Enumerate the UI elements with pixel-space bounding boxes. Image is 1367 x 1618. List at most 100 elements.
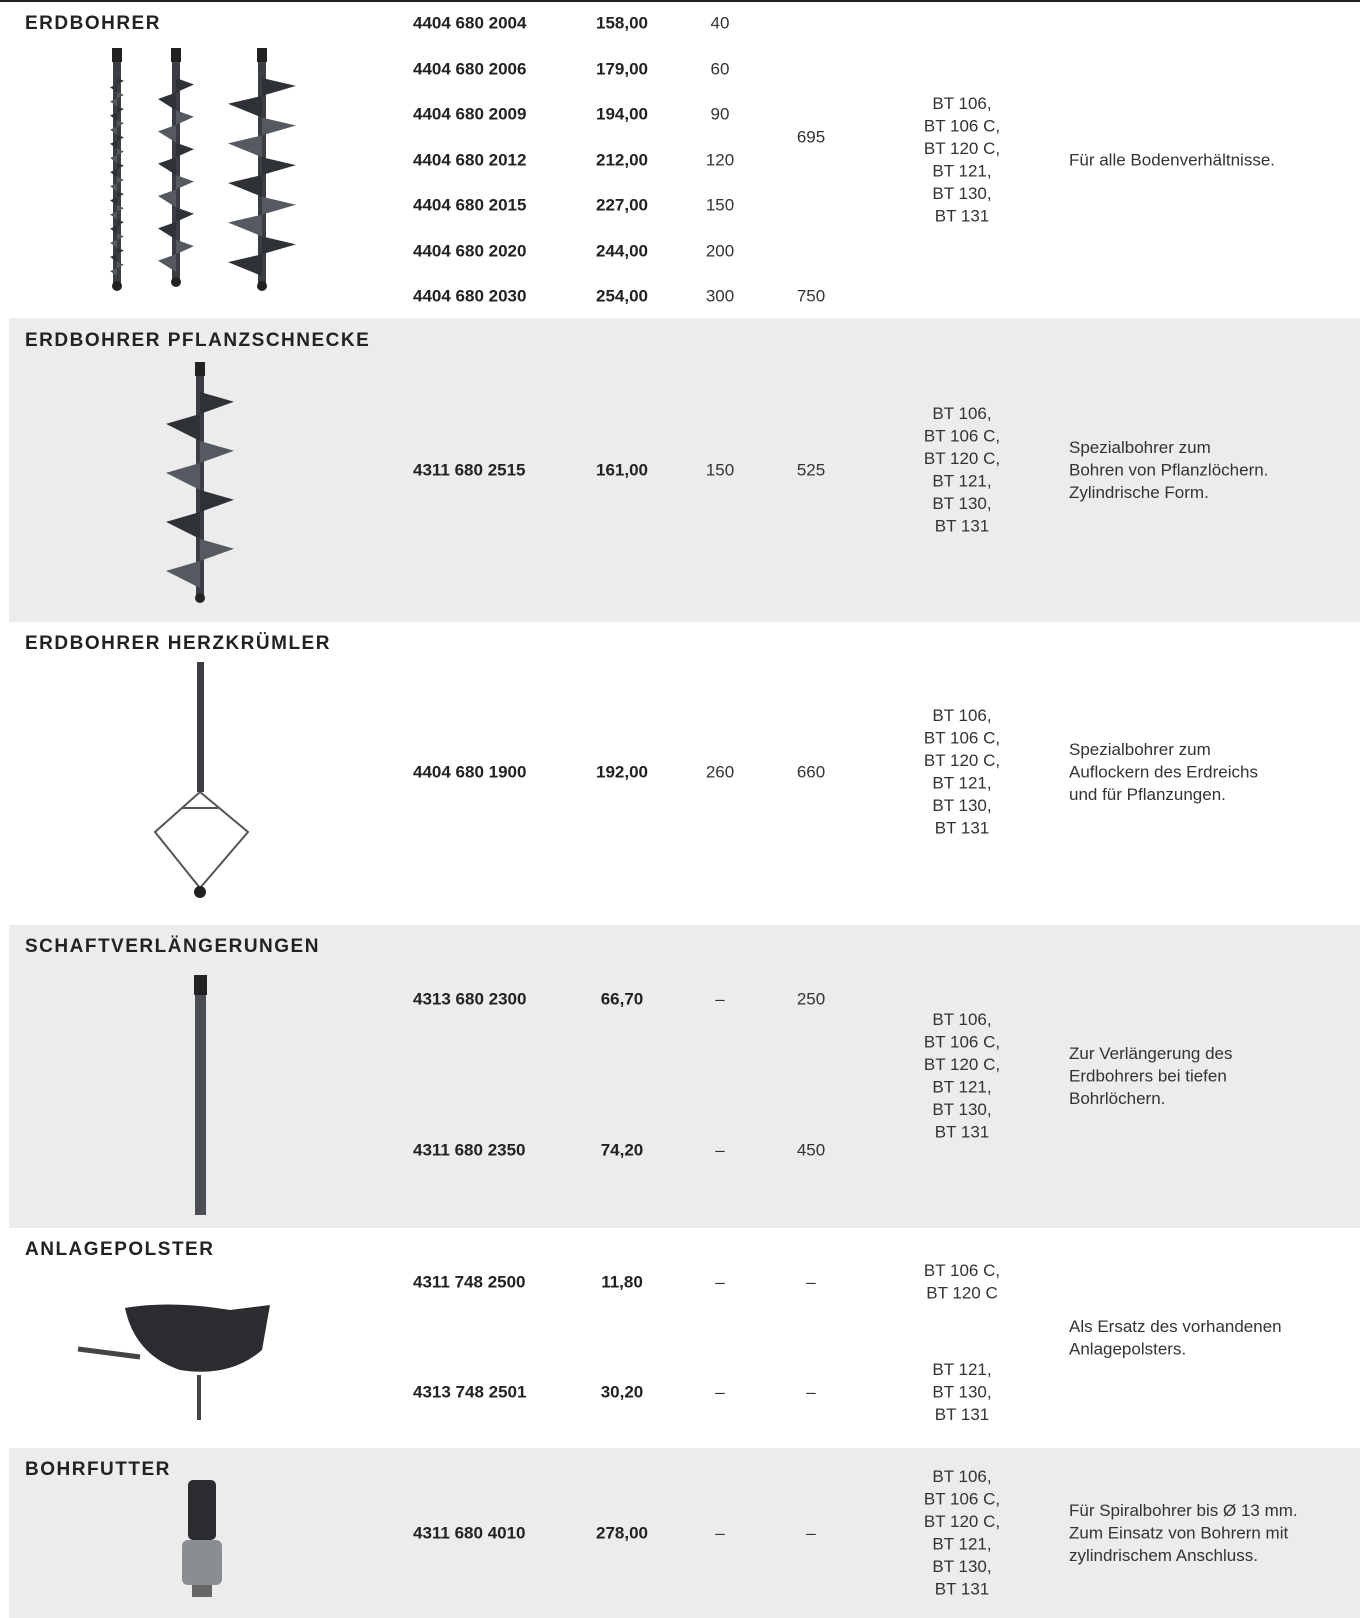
compatible-model: BT 121, [932, 1535, 991, 1554]
handle [77, 1346, 141, 1360]
tip [257, 281, 267, 291]
description: Anlagepolsters. [1069, 1340, 1186, 1359]
compatible-model: BT 121, [932, 774, 991, 793]
description: Zum Einsatz von Bohrern mit [1069, 1523, 1288, 1542]
length: – [806, 1272, 816, 1291]
blade [153, 790, 250, 890]
price: 30,20 [601, 1382, 644, 1401]
diameter: 60 [711, 59, 730, 78]
flight [166, 392, 234, 441]
diameter: – [715, 1140, 725, 1159]
diameter: 40 [711, 13, 730, 32]
price: 158,00 [596, 13, 648, 32]
product-image [110, 48, 124, 291]
compatible-model: BT 131 [935, 1405, 990, 1424]
flight [228, 117, 296, 158]
part-number: 4311 680 2350 [413, 1140, 526, 1159]
product-image [228, 48, 296, 291]
compatible-model: BT 131 [935, 1123, 990, 1142]
section-background [9, 1448, 1360, 1618]
shaft-end [171, 48, 181, 62]
pin [197, 1375, 201, 1420]
part-number: 4313 748 2501 [413, 1382, 526, 1401]
diameter: – [715, 1272, 725, 1291]
part-number: 4404 680 2030 [413, 286, 526, 305]
compatible-model: BT 121, [932, 162, 991, 181]
flight [158, 110, 194, 143]
shaft [197, 662, 204, 792]
part-number: 4311 748 2500 [413, 1272, 526, 1291]
section-title: ERDBOHRER PFLANZSCHNECKE [25, 330, 370, 351]
price: 278,00 [596, 1523, 648, 1542]
product-image [166, 362, 234, 603]
diameter: 90 [711, 104, 730, 123]
description: Zylindrische Form. [1069, 483, 1209, 502]
compatible-model: BT 106 C, [924, 729, 1000, 748]
flight [158, 207, 194, 240]
flight [110, 191, 124, 206]
flight [110, 233, 124, 248]
price: 192,00 [596, 762, 648, 781]
part-number: 4404 680 2012 [413, 150, 526, 169]
product-image [194, 975, 207, 1215]
flight [166, 490, 234, 539]
section-title: ERDBOHRER HERZKRÜMLER [25, 633, 331, 654]
compatible-model: BT 130, [932, 494, 991, 513]
flight [110, 92, 124, 107]
length: 695 [797, 127, 825, 146]
description: Als Ersatz des vorhandenen [1069, 1317, 1282, 1336]
compatible-model: BT 130, [932, 796, 991, 815]
compatible-model: BT 106, [932, 94, 991, 113]
diameter: 260 [706, 762, 734, 781]
description: und für Pflanzungen. [1069, 785, 1226, 804]
product-image [182, 1480, 222, 1597]
section-background [9, 318, 1360, 622]
length: – [806, 1382, 816, 1401]
compatible-model: BT 121, [932, 1078, 991, 1097]
part-number: 4404 680 2009 [413, 104, 526, 123]
compatible-model: BT 130, [932, 184, 991, 203]
product-image [77, 1304, 270, 1420]
flight [166, 441, 234, 490]
length: 660 [797, 762, 825, 781]
part-number: 4311 680 4010 [413, 1523, 526, 1542]
tip [194, 886, 206, 898]
compatible-model: BT 120 C, [924, 751, 1000, 770]
chuck-body [182, 1540, 222, 1585]
length: 750 [797, 286, 825, 305]
flight [228, 78, 296, 118]
flight [110, 106, 124, 121]
tip [171, 277, 181, 287]
compatible-model: BT 106, [932, 404, 991, 423]
shaft-end [195, 362, 205, 376]
diameter: 150 [706, 460, 734, 479]
section-background [9, 925, 1360, 1228]
compatible-model: BT 106 C, [924, 1261, 1000, 1280]
compatible-model: BT 120 C [926, 1284, 998, 1303]
flight [158, 175, 194, 208]
diameter: – [715, 989, 725, 1008]
length: 525 [797, 460, 825, 479]
flight [166, 539, 234, 588]
flight [228, 236, 296, 276]
compatible-model: BT 120 C, [924, 1512, 1000, 1531]
diameter: 120 [706, 150, 734, 169]
flight [110, 177, 124, 192]
description: Zur Verlängerung des [1069, 1044, 1233, 1063]
compatible-model: BT 120 C, [924, 139, 1000, 158]
diameter: – [715, 1523, 725, 1542]
part-number: 4404 680 1900 [413, 762, 526, 781]
compatible-model: BT 106, [932, 706, 991, 725]
shaft-end [112, 48, 122, 62]
pad [125, 1304, 270, 1372]
flight [158, 142, 194, 175]
flight [110, 261, 124, 276]
description: Für alle Bodenverhältnisse. [1069, 150, 1275, 169]
length: – [806, 1523, 816, 1542]
compatible-model: BT 106, [932, 1467, 991, 1486]
compatible-model: BT 121, [932, 472, 991, 491]
compatible-model: BT 120 C, [924, 1055, 1000, 1074]
product-image [153, 662, 250, 898]
description: Erdbohrers bei tiefen [1069, 1066, 1227, 1085]
